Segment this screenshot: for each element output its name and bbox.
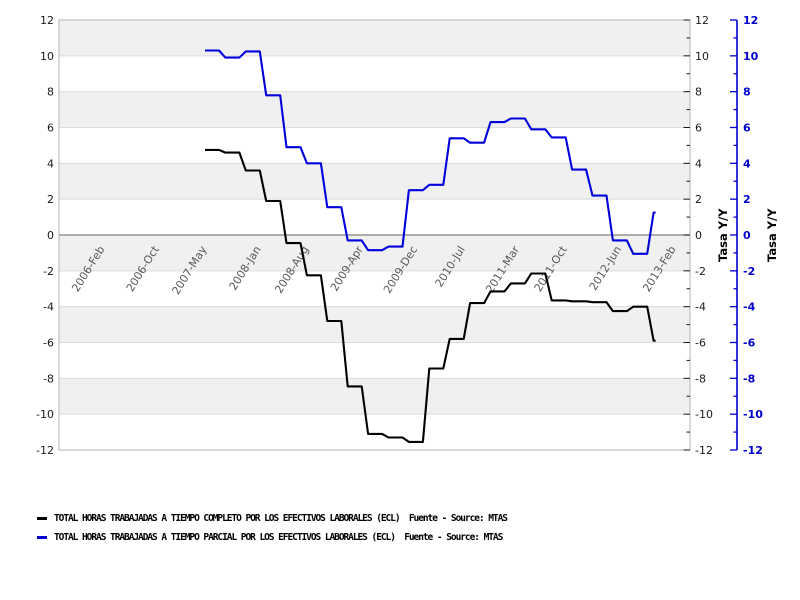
plot-band [59,378,690,415]
blue-tick-label: -8 [743,372,755,385]
y-tick-label-right: 12 [695,14,709,27]
y-tick-label-right: 8 [695,86,702,99]
plot-band [59,127,690,164]
chart-canvas: 2006-Feb 2006-Oct 2007-May 2008-Jan 2008-Aug… [36,14,779,457]
y-tick-label-left: -6 [43,337,54,350]
y-tick-label-right: 6 [695,122,702,135]
y-tick-label-left: 4 [47,157,54,170]
plot-band [59,91,690,128]
blue-tick-label: 4 [743,157,751,170]
legend-marker-completo [37,517,47,520]
y-tick-label-left: -10 [36,408,54,421]
blue-tick-label: -2 [743,265,755,278]
blue-tick-label: -4 [743,301,756,314]
plot-band [59,306,690,343]
plot-band [59,414,690,450]
legend-item-parcial: TOTAL HORAS TRABAJADAS A TIEMPO PARCIAL … [37,532,507,543]
plot-band [59,20,690,56]
y-tick-label-left: -12 [36,444,54,457]
plot-band [59,199,690,235]
y-tick-label-left: -2 [43,265,54,278]
y-tick-label-right: 4 [695,157,702,170]
y-tick-label-left: 8 [47,86,54,99]
blue-tick-label: -6 [743,337,756,350]
y-tick-label-right: 0 [695,229,702,242]
y-tick-label-left: 2 [47,193,54,206]
y-tick-label-left: 0 [47,229,54,242]
y-tick-label-left: 6 [47,122,54,135]
chart-legend: TOTAL HORAS TRABAJADAS A TIEMPO COMPLETO… [37,513,508,543]
y-tick-label-right: -6 [695,337,706,350]
plot-band [59,163,690,200]
y-tick-label-left: -8 [43,372,54,385]
legend-marker-parcial [37,536,47,539]
plot-band [59,55,690,92]
y-tick-label-right: -8 [695,372,706,385]
blue-tick-label: -10 [743,408,763,421]
y-tick-label-left: 12 [40,14,54,27]
series-line-parcial [205,49,656,255]
blue-tick-label: 12 [743,14,758,27]
right-axis-title-black: Tasa Y/Y [716,208,730,262]
y-tick-label-left: 10 [40,50,54,63]
y-tick-label-left: -4 [43,301,54,314]
y-tick-label-right: 2 [695,193,702,206]
y-tick-label-right: -10 [695,408,713,421]
y-tick-label-right: -4 [695,301,706,314]
blue-tick-label: -12 [743,444,763,457]
plot-band [59,235,690,271]
legend-item-completo: TOTAL HORAS TRABAJADAS A TIEMPO COMPLETO… [37,513,508,524]
blue-tick-label: 8 [743,86,751,99]
right-axis-title-blue: Tasa Y/Y [765,208,779,262]
plot-band [59,342,690,379]
blue-tick-label: 10 [743,50,759,63]
y-tick-label-right: 10 [695,50,709,63]
blue-tick-label: 0 [743,229,751,242]
legend-label-completo: TOTAL HORAS TRABAJADAS A TIEMPO COMPLETO… [54,513,508,524]
y-tick-label-right: -2 [695,265,706,278]
y-tick-label-right: -12 [695,444,713,457]
blue-tick-label: 2 [743,193,751,206]
series-line-completo [205,148,656,443]
blue-tick-label: 6 [743,122,751,135]
legend-label-parcial: TOTAL HORAS TRABAJADAS A TIEMPO PARCIAL … [54,532,503,543]
